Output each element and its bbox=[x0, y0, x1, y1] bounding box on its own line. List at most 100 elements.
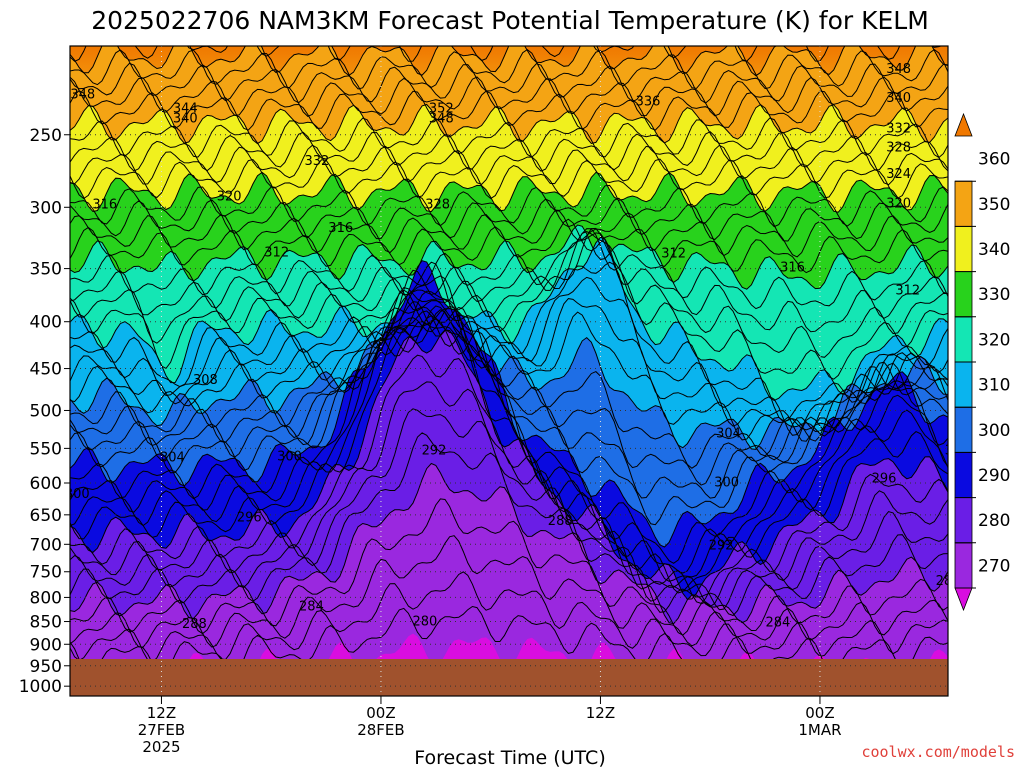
isentrope-line bbox=[70, 276, 948, 436]
contour-label: 280 bbox=[1012, 652, 1024, 667]
contour-label: 316 bbox=[328, 221, 353, 236]
contour-label: 312 bbox=[895, 284, 920, 299]
contour-label: 348 bbox=[70, 88, 95, 103]
isentrope-line bbox=[70, 62, 948, 104]
contour-label: 296 bbox=[237, 510, 262, 525]
colorbar-swatch bbox=[954, 587, 973, 612]
contour-label: 296 bbox=[872, 471, 897, 486]
y-tick-label: 550 bbox=[30, 439, 62, 459]
x-axis: 12Z27FEB202500Z28FEB12Z00Z1MAR12Z bbox=[138, 696, 842, 756]
isentrope-line bbox=[70, 269, 948, 526]
contour-label: 300 bbox=[714, 475, 739, 490]
contour-label: 288 bbox=[548, 514, 573, 529]
colorbar-label: 340 bbox=[978, 240, 1010, 260]
x-axis-label: Forecast Time (UTC) bbox=[414, 747, 605, 768]
isentrope-line bbox=[70, 171, 948, 213]
isentrope-line bbox=[70, 306, 948, 486]
x-tick-label: 28FEB bbox=[357, 721, 404, 739]
theta-band bbox=[70, 463, 948, 696]
isentrope-line bbox=[70, 275, 948, 574]
isentrope-line bbox=[70, 261, 948, 423]
chart-title: 2025022706 NAM3KM Forecast Potential Tem… bbox=[91, 6, 929, 35]
isentrope-line bbox=[70, 224, 948, 290]
isentrope-line bbox=[70, 131, 948, 172]
isentrope-line bbox=[70, 48, 948, 90]
isentrope-line bbox=[70, 260, 948, 548]
contour-label: 312 bbox=[264, 245, 289, 260]
contour-label: 284 bbox=[765, 615, 790, 630]
y-tick-label: 600 bbox=[30, 474, 62, 494]
colorbar-swatch bbox=[954, 271, 973, 318]
isentrope-line bbox=[70, 261, 948, 564]
colorbar-swatch bbox=[954, 316, 973, 363]
contour-label: 284 bbox=[299, 599, 324, 614]
x-tick-label: 12Z bbox=[147, 704, 176, 722]
isentrope-line bbox=[70, 309, 948, 450]
colorbar-label: 360 bbox=[978, 150, 1010, 170]
isentrope-line bbox=[70, 46, 948, 77]
y-tick-label: 300 bbox=[30, 198, 62, 218]
contour-label: 304 bbox=[716, 427, 741, 442]
below-ground-terrain bbox=[70, 659, 948, 696]
x-tick-label: 27FEB bbox=[138, 721, 185, 739]
y-tick-label: 450 bbox=[30, 360, 62, 380]
y-tick-label: 350 bbox=[30, 260, 62, 280]
isentrope-line bbox=[70, 498, 948, 636]
isentrope-line bbox=[70, 231, 948, 358]
contour-label: 316 bbox=[780, 260, 805, 275]
contour-label: 292 bbox=[709, 538, 734, 553]
x-tick-label: 00Z bbox=[805, 704, 834, 722]
isentrope-line bbox=[70, 408, 948, 611]
isentrope-line bbox=[70, 571, 948, 663]
isentrope-line bbox=[70, 218, 948, 274]
y-tick-label: 500 bbox=[30, 401, 62, 421]
y-tick-label: 400 bbox=[30, 313, 62, 333]
isentrope-line bbox=[70, 90, 948, 131]
contour-label: 328 bbox=[425, 198, 450, 213]
contour-label: 336 bbox=[636, 95, 661, 110]
contour-label: 300 bbox=[277, 449, 302, 464]
isentrope-line bbox=[70, 290, 948, 582]
colorbar-swatch bbox=[954, 180, 973, 227]
colorbar-label: 270 bbox=[978, 556, 1010, 576]
isentrope-line bbox=[70, 210, 948, 258]
isentrope-line bbox=[70, 381, 948, 608]
colorbar-label: 350 bbox=[978, 195, 1010, 215]
contour-label: 312 bbox=[661, 247, 686, 262]
isentrope-line bbox=[70, 432, 948, 617]
contour-label: 340 bbox=[886, 91, 911, 106]
y-tick-label: 750 bbox=[30, 563, 62, 583]
contour-label: 292 bbox=[422, 444, 447, 459]
contour-label: 320 bbox=[217, 190, 242, 205]
colorbar-label: 300 bbox=[978, 421, 1010, 441]
colorbar-swatch bbox=[954, 112, 973, 137]
y-axis: 2503003504004505005506006507007508008509… bbox=[19, 126, 70, 697]
colorbar-label: 330 bbox=[978, 285, 1010, 305]
isentrope-line bbox=[70, 462, 948, 625]
isentrope-line bbox=[70, 298, 948, 442]
isentrope-line bbox=[70, 184, 948, 228]
x-tick-label: 1MAR bbox=[798, 721, 841, 739]
contour-label: 328 bbox=[886, 140, 911, 155]
colorbar-swatch bbox=[954, 497, 973, 544]
contour-label: 320 bbox=[886, 196, 911, 211]
contour-label: 332 bbox=[886, 121, 911, 136]
y-tick-label: 900 bbox=[30, 635, 62, 655]
isentrope-line bbox=[70, 232, 948, 333]
isentrope-line bbox=[70, 329, 948, 600]
colorbar-swatch bbox=[954, 542, 973, 589]
isentrope-line bbox=[70, 76, 948, 117]
contour-label: 352 bbox=[429, 101, 454, 116]
isentrope-line bbox=[70, 158, 948, 200]
contour-label: 316 bbox=[92, 198, 117, 213]
isentrope-line bbox=[70, 236, 948, 401]
isentrope-line bbox=[70, 535, 948, 648]
y-tick-label: 850 bbox=[30, 613, 62, 633]
colorbar: 270 280 290 300 310 320 330 340 350 360 bbox=[954, 112, 1010, 612]
y-tick-label: 1000 bbox=[19, 677, 62, 697]
y-tick-label: 950 bbox=[30, 657, 62, 677]
isentrope-line bbox=[70, 227, 948, 380]
contour-label: 304 bbox=[160, 451, 185, 466]
y-tick-label: 700 bbox=[30, 535, 62, 555]
